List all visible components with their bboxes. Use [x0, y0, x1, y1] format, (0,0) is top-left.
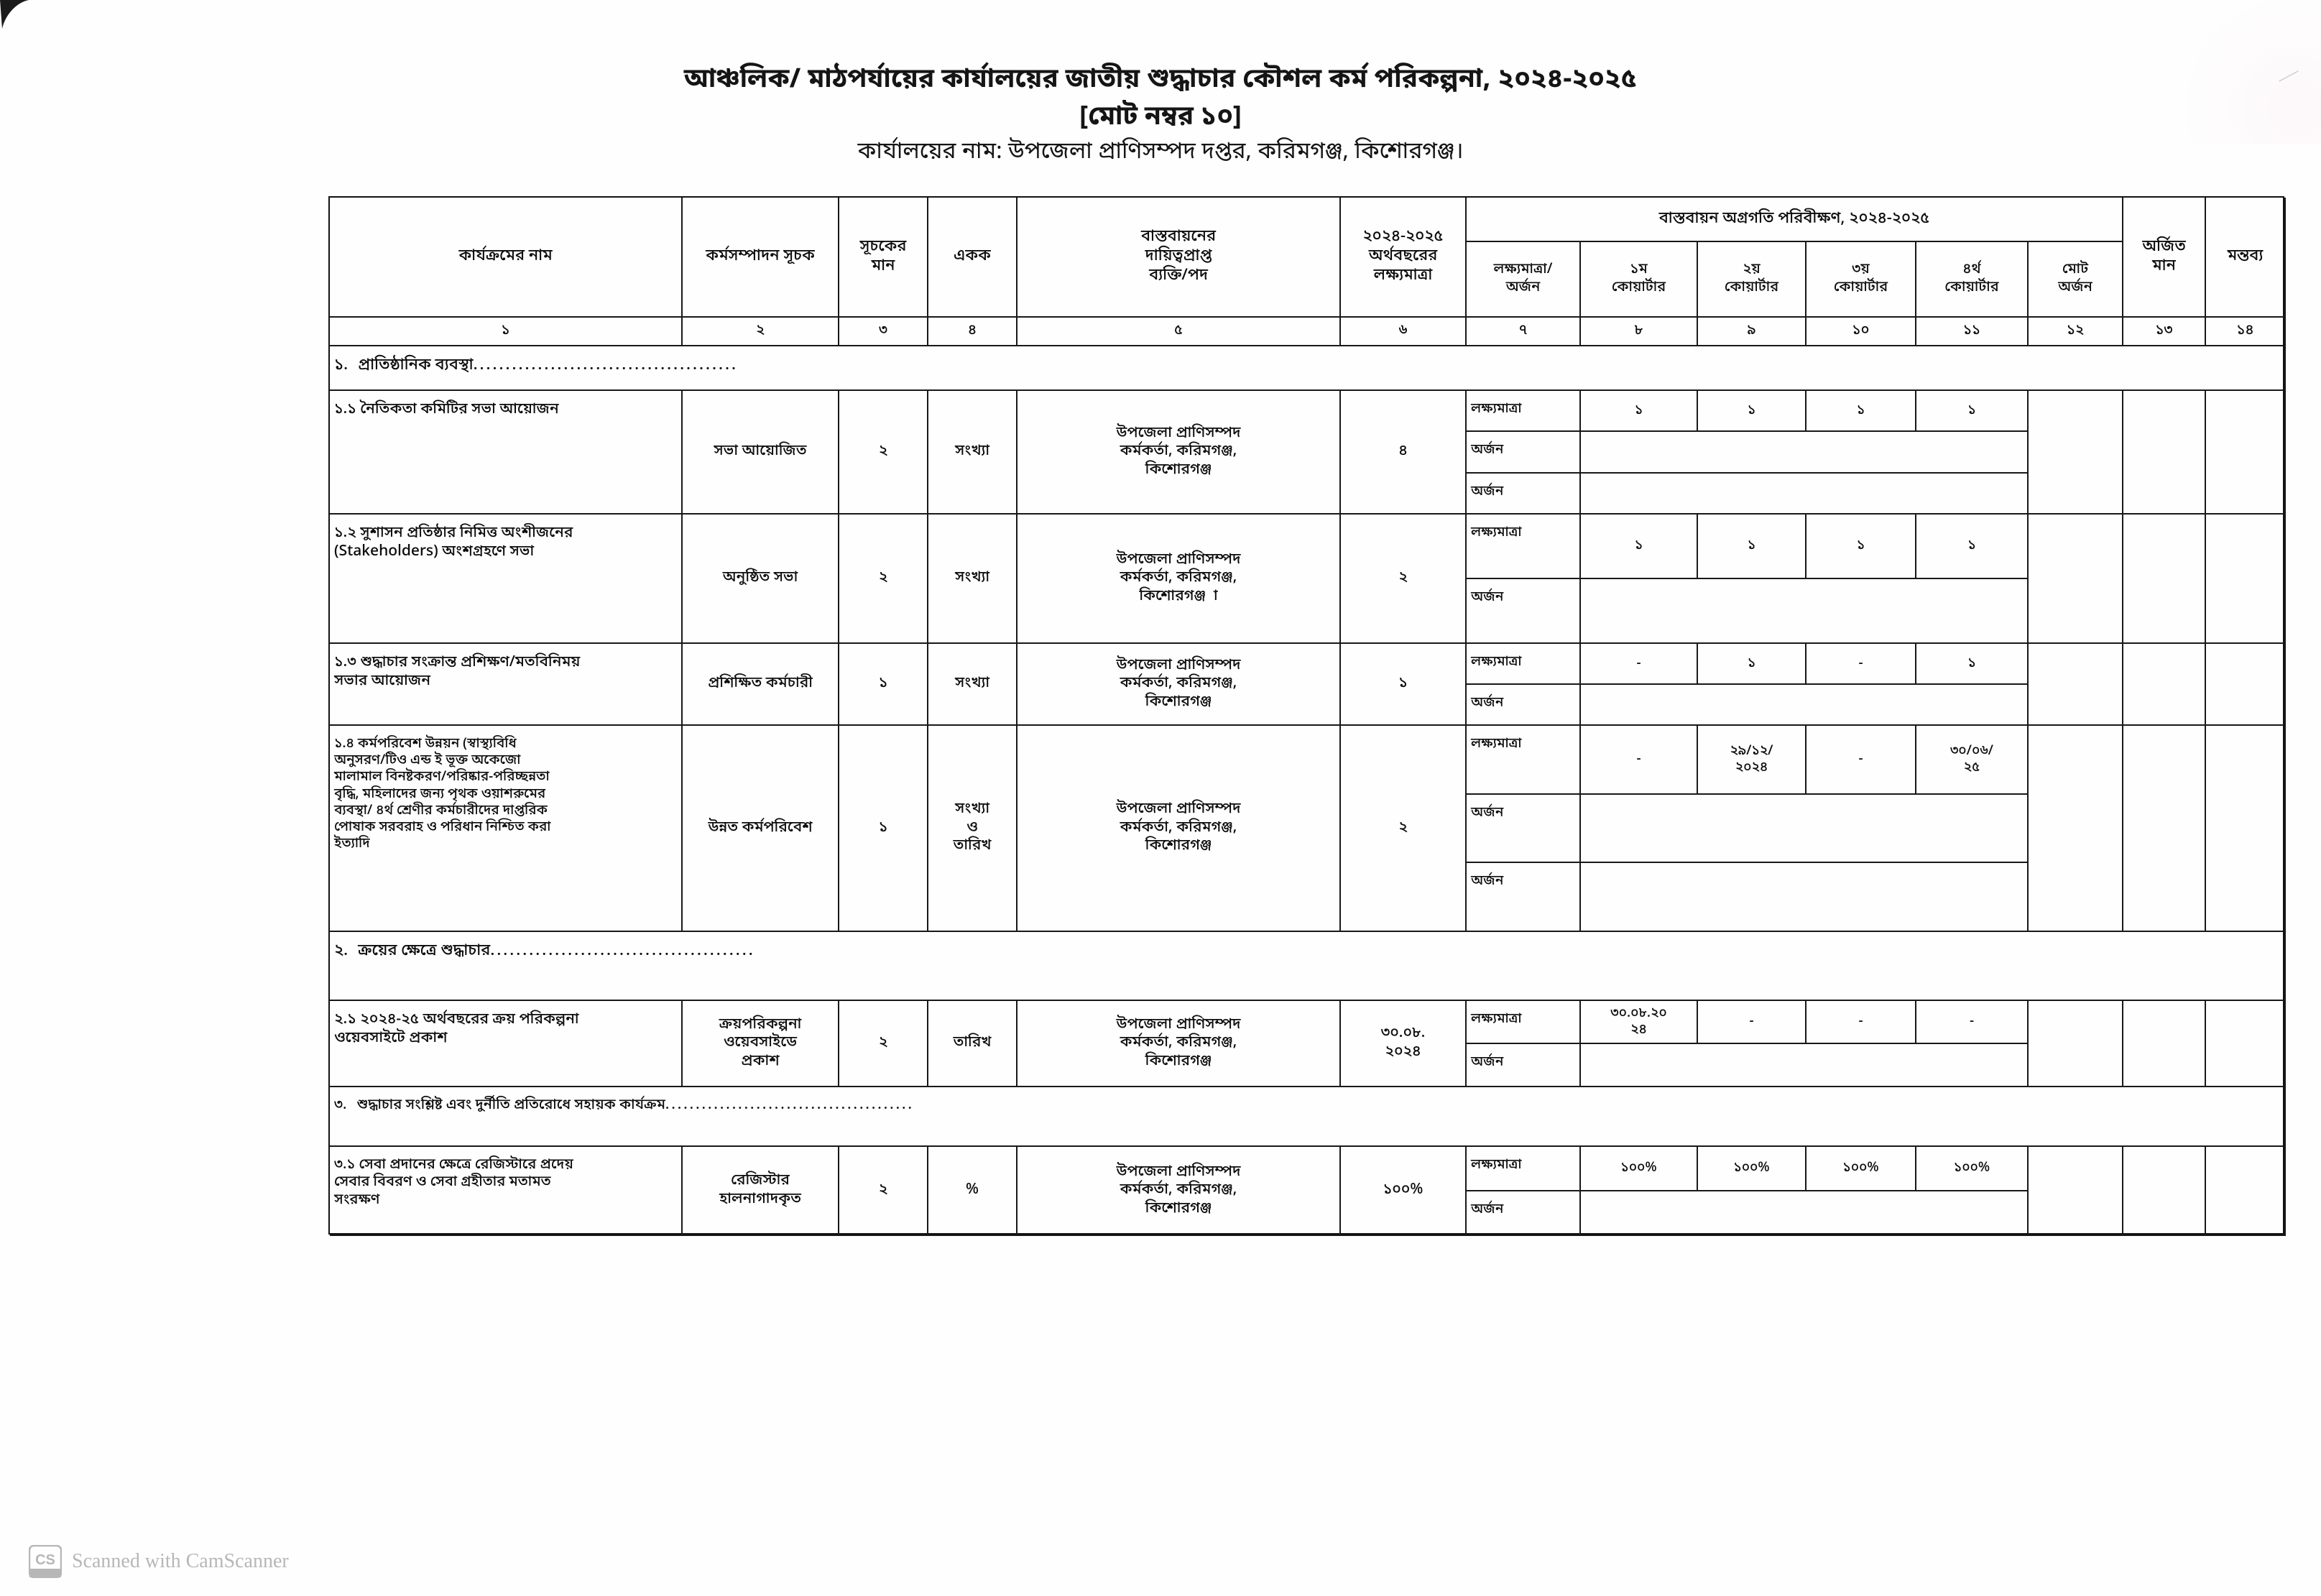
svg-text:CS: CS [35, 1552, 55, 1568]
